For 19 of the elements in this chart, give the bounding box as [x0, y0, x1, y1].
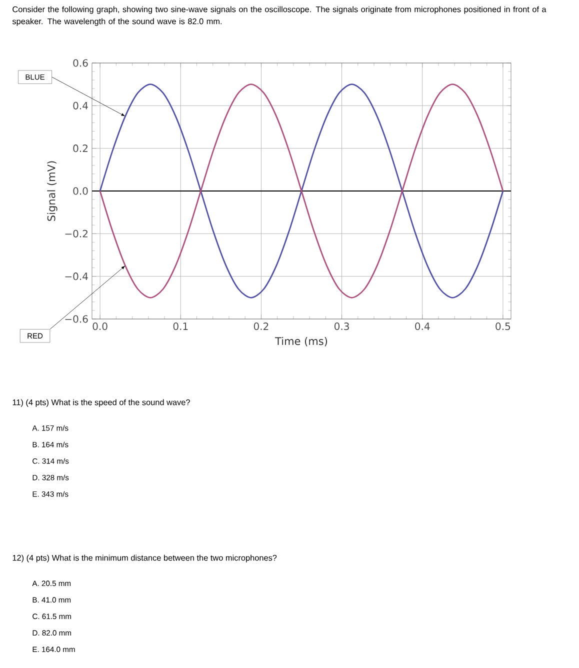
text: 11) (4 pts) What is the speed of the sound wave? — [12, 399, 190, 407]
x-tick-label: 0.2 — [254, 322, 268, 330]
y-tick-label: 0.4 — [73, 102, 88, 110]
y-tick-label: −0.6 — [65, 315, 88, 323]
chart-title: Consider the following graph, showing two sine-wave signals on the oscilloscope. The signals originate from microphones positioned in front of a speaker. The wavelength of the sound wave is 82.0 mm. — [12, 6, 546, 26]
x-tick-label: 0.1 — [173, 322, 188, 330]
y-tick-label: −0.2 — [65, 230, 88, 238]
y-tick-label: 0.0 — [73, 187, 88, 195]
x-axis-title: Time (ms) — [275, 336, 328, 346]
y-tick-label: 0.6 — [73, 59, 88, 67]
x-tick-label: 0.5 — [496, 322, 510, 330]
x-tick-label: 0.4 — [415, 322, 430, 330]
line-series — [99, 84, 504, 298]
y-tick-label: 0.2 — [73, 144, 88, 152]
y-tick-label: −0.4 — [65, 272, 88, 280]
y-axis-title: Signal (mV) — [47, 161, 58, 221]
x-tick-label: 0.0 — [92, 322, 108, 330]
text: 12) (4 pts) What is the minimum distance between the two microphones? — [12, 554, 277, 562]
x-tick-label: 0.3 — [334, 322, 349, 330]
